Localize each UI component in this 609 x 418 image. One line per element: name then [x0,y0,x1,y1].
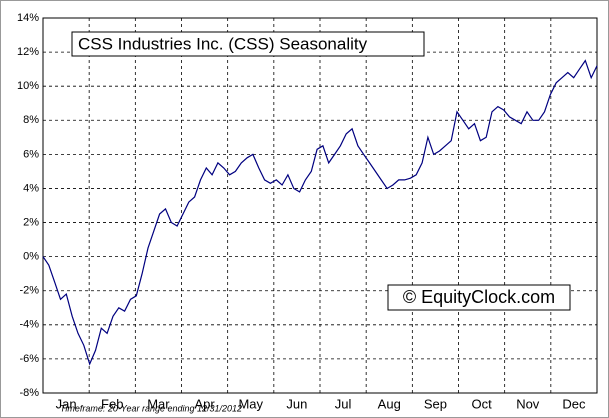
y-tick-label: -2% [19,285,39,297]
y-tick-label: 8% [23,114,39,126]
x-tick-label: Nov [516,396,540,411]
y-tick-label: -4% [19,319,39,331]
y-tick-label: 10% [17,80,39,92]
x-tick-label: Apr [194,396,215,411]
x-tick-label: Sep [424,396,447,411]
y-tick-label: -6% [19,353,39,365]
y-tick-label: 0% [23,251,39,263]
y-tick-label: -8% [19,387,39,399]
watermark: © EquityClock.com [403,287,555,307]
x-tick-label: Dec [562,396,586,411]
y-tick-label: 6% [23,148,39,160]
x-tick-label: Aug [378,396,401,411]
y-tick-label: 12% [17,46,39,58]
y-tick-label: 4% [23,182,39,194]
x-tick-label: Jan [56,396,77,411]
x-tick-label: Oct [471,396,492,411]
x-tick-label: Jul [335,396,352,411]
chart-title: CSS Industries Inc. (CSS) Seasonality [78,34,368,53]
x-tick-label: May [238,396,263,411]
plot-border [42,17,598,394]
title-box [71,31,425,57]
x-tick-label: Feb [101,396,123,411]
footnote: Timeframe: 20-Year range ending 12/31/20… [60,403,242,413]
watermark-box [387,284,571,311]
y-tick-label: 2% [23,216,39,228]
marks [42,59,598,366]
x-tick-label: Mar [147,396,170,411]
series-line [42,59,598,366]
y-tick-label: 14% [17,12,39,24]
x-tick-label: Jun [286,396,307,411]
grid [43,17,597,394]
